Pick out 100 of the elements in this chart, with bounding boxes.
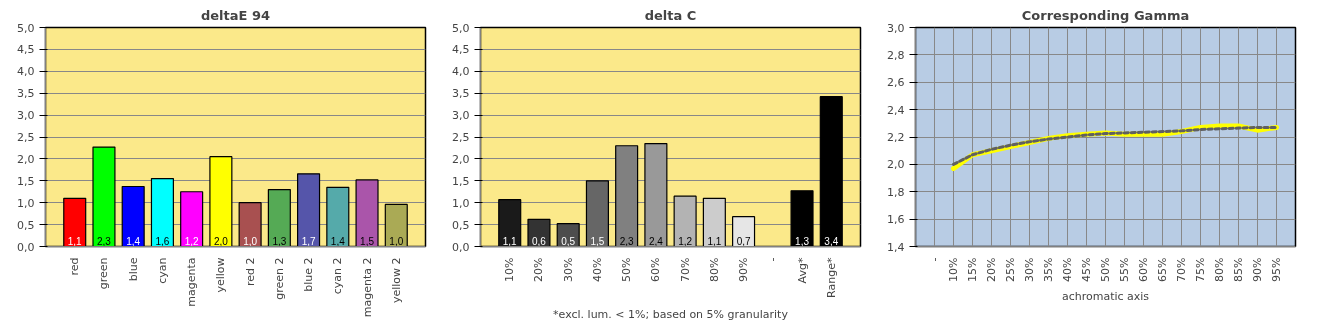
y-tick-label: 2,0 — [887, 158, 905, 172]
y-tick-label: 1,0 — [452, 196, 470, 210]
chart-title: deltaE 94 — [200, 7, 271, 23]
y-tick-label: 2,2 — [887, 131, 905, 144]
x-tick-label: red — [68, 257, 82, 276]
x-tick-label: 85% — [1232, 257, 1245, 282]
data-label: 1,0 — [243, 235, 258, 247]
data-label: 2,4 — [648, 235, 664, 247]
x-tick-label: 70% — [678, 257, 692, 282]
x-tick-label: 60% — [649, 257, 663, 282]
x-tick-label: blue — [126, 257, 140, 282]
x-tick-label: 10% — [503, 257, 517, 282]
y-tick-label: 0,0 — [17, 240, 35, 254]
data-label: 1,4 — [330, 235, 346, 247]
y-tick-label: 2,0 — [17, 152, 35, 166]
data-label: 1,1 — [502, 235, 518, 247]
data-label: 1,1 — [707, 235, 722, 247]
data-label: 1,2 — [678, 235, 693, 247]
y-tick-label: 5,0 — [452, 21, 470, 35]
y-tick-label: 0,5 — [17, 218, 35, 232]
x-tick-label: 45% — [1080, 257, 1093, 282]
y-tick-label: 1,6 — [887, 213, 905, 227]
data-label: 1,1 — [67, 235, 83, 247]
x-tick-label: yellow 2 — [389, 257, 403, 304]
y-tick-label: 3,5 — [17, 87, 35, 101]
data-label: 1,7 — [301, 235, 316, 247]
y-tick-label: 4,5 — [452, 43, 470, 57]
data-label: 3,4 — [824, 235, 839, 247]
x-tick-label: Avg* — [795, 257, 809, 284]
x-tick-label: green 2 — [272, 257, 286, 300]
chart-title: delta C — [644, 7, 697, 23]
x-tick-label: magenta — [185, 257, 199, 307]
data-label: 1,4 — [126, 235, 141, 247]
y-tick-label: 1,8 — [887, 185, 905, 199]
data-label: 1,3 — [795, 235, 810, 247]
x-tick-label: 15% — [966, 257, 979, 282]
y-tick-label: 1,5 — [452, 174, 470, 188]
y-tick-label: 3,5 — [452, 87, 470, 101]
y-tick-label: 3,0 — [452, 109, 470, 123]
x-tick-label: 10% — [947, 257, 960, 282]
x-tick-label: 80% — [707, 257, 721, 282]
data-label: 1,3 — [272, 235, 287, 247]
x-tick-label: 40% — [1061, 257, 1074, 282]
y-tick-label: 2,5 — [452, 131, 470, 144]
data-label: 2,3 — [97, 235, 112, 247]
x-tick-label: 40% — [590, 257, 604, 282]
data-label: 2,0 — [213, 235, 229, 247]
x-tick-label: magenta 2 — [360, 257, 374, 318]
x-tick-label: 65% — [1156, 257, 1169, 282]
y-tick-label: 2,0 — [452, 152, 470, 166]
y-tick-label: 1,5 — [17, 174, 35, 188]
y-tick-label: 2,5 — [17, 131, 35, 144]
x-tick-label: blue 2 — [302, 257, 316, 292]
x-tick-label: 30% — [1023, 257, 1036, 282]
x-tick-label: green — [97, 257, 111, 290]
y-tick-label: 4,0 — [17, 65, 35, 79]
x-tick-label: 90% — [1251, 257, 1264, 282]
data-label: 1,2 — [184, 235, 200, 247]
x-tick-label: cyan 2 — [331, 257, 345, 295]
text: *excl. lum. < 1%; based on 5% granularity — [553, 307, 789, 321]
data-label: 1,5 — [590, 235, 605, 247]
y-tick-label: 3,0 — [887, 21, 905, 35]
x-tick-label: - — [766, 257, 780, 262]
x-tick-label: 50% — [1099, 257, 1112, 282]
x-tick-label: 35% — [1042, 257, 1055, 282]
x-tick-label: 70% — [1175, 257, 1188, 282]
y-tick-label: 2,6 — [887, 76, 905, 90]
data-label: 1,0 — [389, 235, 404, 247]
x-tick-label: 90% — [737, 257, 751, 282]
data-label: 1,6 — [155, 235, 170, 247]
y-tick-label: 4,0 — [452, 65, 470, 79]
y-tick-label: 0,0 — [452, 240, 470, 254]
data-label: 0,6 — [532, 235, 547, 247]
y-tick-label: 3,0 — [17, 109, 35, 123]
x-tick-label: yellow — [214, 257, 228, 293]
x-axis-title: achromatic axis — [1061, 289, 1150, 303]
x-tick-label: 50% — [620, 257, 634, 282]
y-tick-label: 1,4 — [887, 240, 905, 254]
x-tick-label: Range* — [824, 257, 838, 298]
y-tick-label: 2,8 — [887, 48, 905, 62]
data-label: 0,5 — [561, 235, 576, 247]
x-tick-label: - — [928, 257, 941, 262]
y-tick-label: 5,0 — [17, 21, 35, 35]
x-tick-label: 30% — [561, 257, 575, 282]
y-tick-label: 1,0 — [17, 196, 35, 210]
x-tick-label: 75% — [1194, 257, 1207, 282]
x-tick-label: red 2 — [243, 257, 257, 287]
x-tick-label: 95% — [1270, 257, 1283, 282]
x-tick-label: 20% — [532, 257, 546, 282]
x-tick-label: 20% — [985, 257, 998, 282]
data-label: 2,3 — [619, 235, 635, 247]
x-tick-label: 80% — [1213, 257, 1226, 282]
x-tick-label: 60% — [1137, 257, 1150, 282]
x-tick-label: cyan — [155, 257, 169, 284]
y-tick-label: 2,4 — [887, 103, 905, 117]
x-tick-label: 55% — [1118, 257, 1131, 282]
y-tick-label: 4,5 — [17, 43, 35, 57]
data-label: 0,7 — [736, 235, 751, 247]
x-tick-label: 25% — [1004, 257, 1017, 282]
y-tick-label: 0,5 — [452, 218, 470, 232]
